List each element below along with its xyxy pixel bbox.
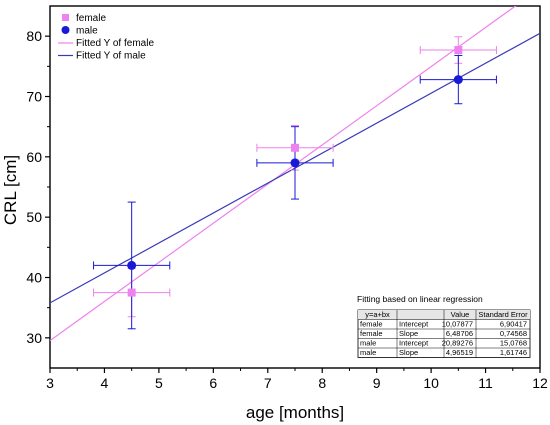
table-title: Fitting based on linear regression [357, 294, 483, 304]
y-tick-label: 60 [26, 149, 42, 165]
table-cell: female [360, 329, 383, 338]
table-cell: female [360, 320, 383, 329]
y-tick-label: 50 [26, 209, 42, 225]
y-axis-label: CRL [cm] [1, 155, 20, 225]
data-point-female [127, 288, 136, 297]
data-point-male [453, 75, 463, 85]
table-header-cell: y=a+bx [365, 310, 390, 319]
table-cell: 10,07877 [442, 320, 473, 329]
table-cell: male [360, 348, 376, 357]
x-tick-label: 8 [318, 375, 326, 391]
x-tick-label: 11 [478, 375, 493, 391]
table-cell: Slope [399, 329, 418, 338]
legend-label: female [76, 13, 106, 24]
y-tick-label: 40 [26, 270, 42, 286]
y-tick-label: 30 [26, 330, 42, 346]
table-cell: 15,0768 [500, 339, 527, 348]
legend-label: Fitted Y of female [76, 38, 154, 49]
data-point-male [127, 260, 137, 270]
table-cell: 6,48706 [446, 329, 473, 338]
x-tick-label: 10 [423, 375, 439, 391]
table-cell: Slope [399, 348, 418, 357]
legend-marker [62, 14, 69, 21]
legend-label: Fitted Y of male [76, 51, 146, 62]
x-tick-label: 6 [209, 375, 217, 391]
table-cell: Intercept [399, 339, 429, 348]
y-tick-label: 80 [26, 28, 42, 44]
regression-table: Fitting based on linear regression y=a+bx… [357, 294, 531, 358]
data-point-female [291, 143, 299, 152]
table-cell: male [360, 339, 376, 348]
table-cell: 20,89276 [442, 339, 473, 348]
y-tick-label: 70 [26, 89, 42, 105]
x-tick-label: 5 [155, 375, 163, 391]
data-point-female [454, 46, 463, 55]
x-tick-label: 3 [46, 375, 54, 391]
x-tick-label: 12 [532, 375, 548, 391]
legend-label: male [76, 26, 98, 37]
x-tick-label: 9 [373, 375, 381, 391]
table-cell: Intercept [399, 320, 429, 329]
table-cell: 1,61746 [500, 348, 527, 357]
legend-marker [61, 26, 70, 34]
data-point-male [290, 158, 300, 168]
x-tick-label: 7 [264, 375, 272, 391]
plot-area: 3 4 5 6 7 8 9 10 11 12 30 40 50 60 70 80 [26, 5, 548, 391]
x-axis-label: age [months] [246, 403, 344, 422]
x-tick-label: 4 [101, 375, 109, 391]
table-header-cell: Value [451, 310, 470, 319]
table-header-cell: Standard Error [478, 310, 528, 319]
table-cell: 0,74568 [500, 329, 527, 338]
table-cell: 6,90417 [500, 320, 527, 329]
table-cell: 4,96519 [446, 348, 473, 357]
